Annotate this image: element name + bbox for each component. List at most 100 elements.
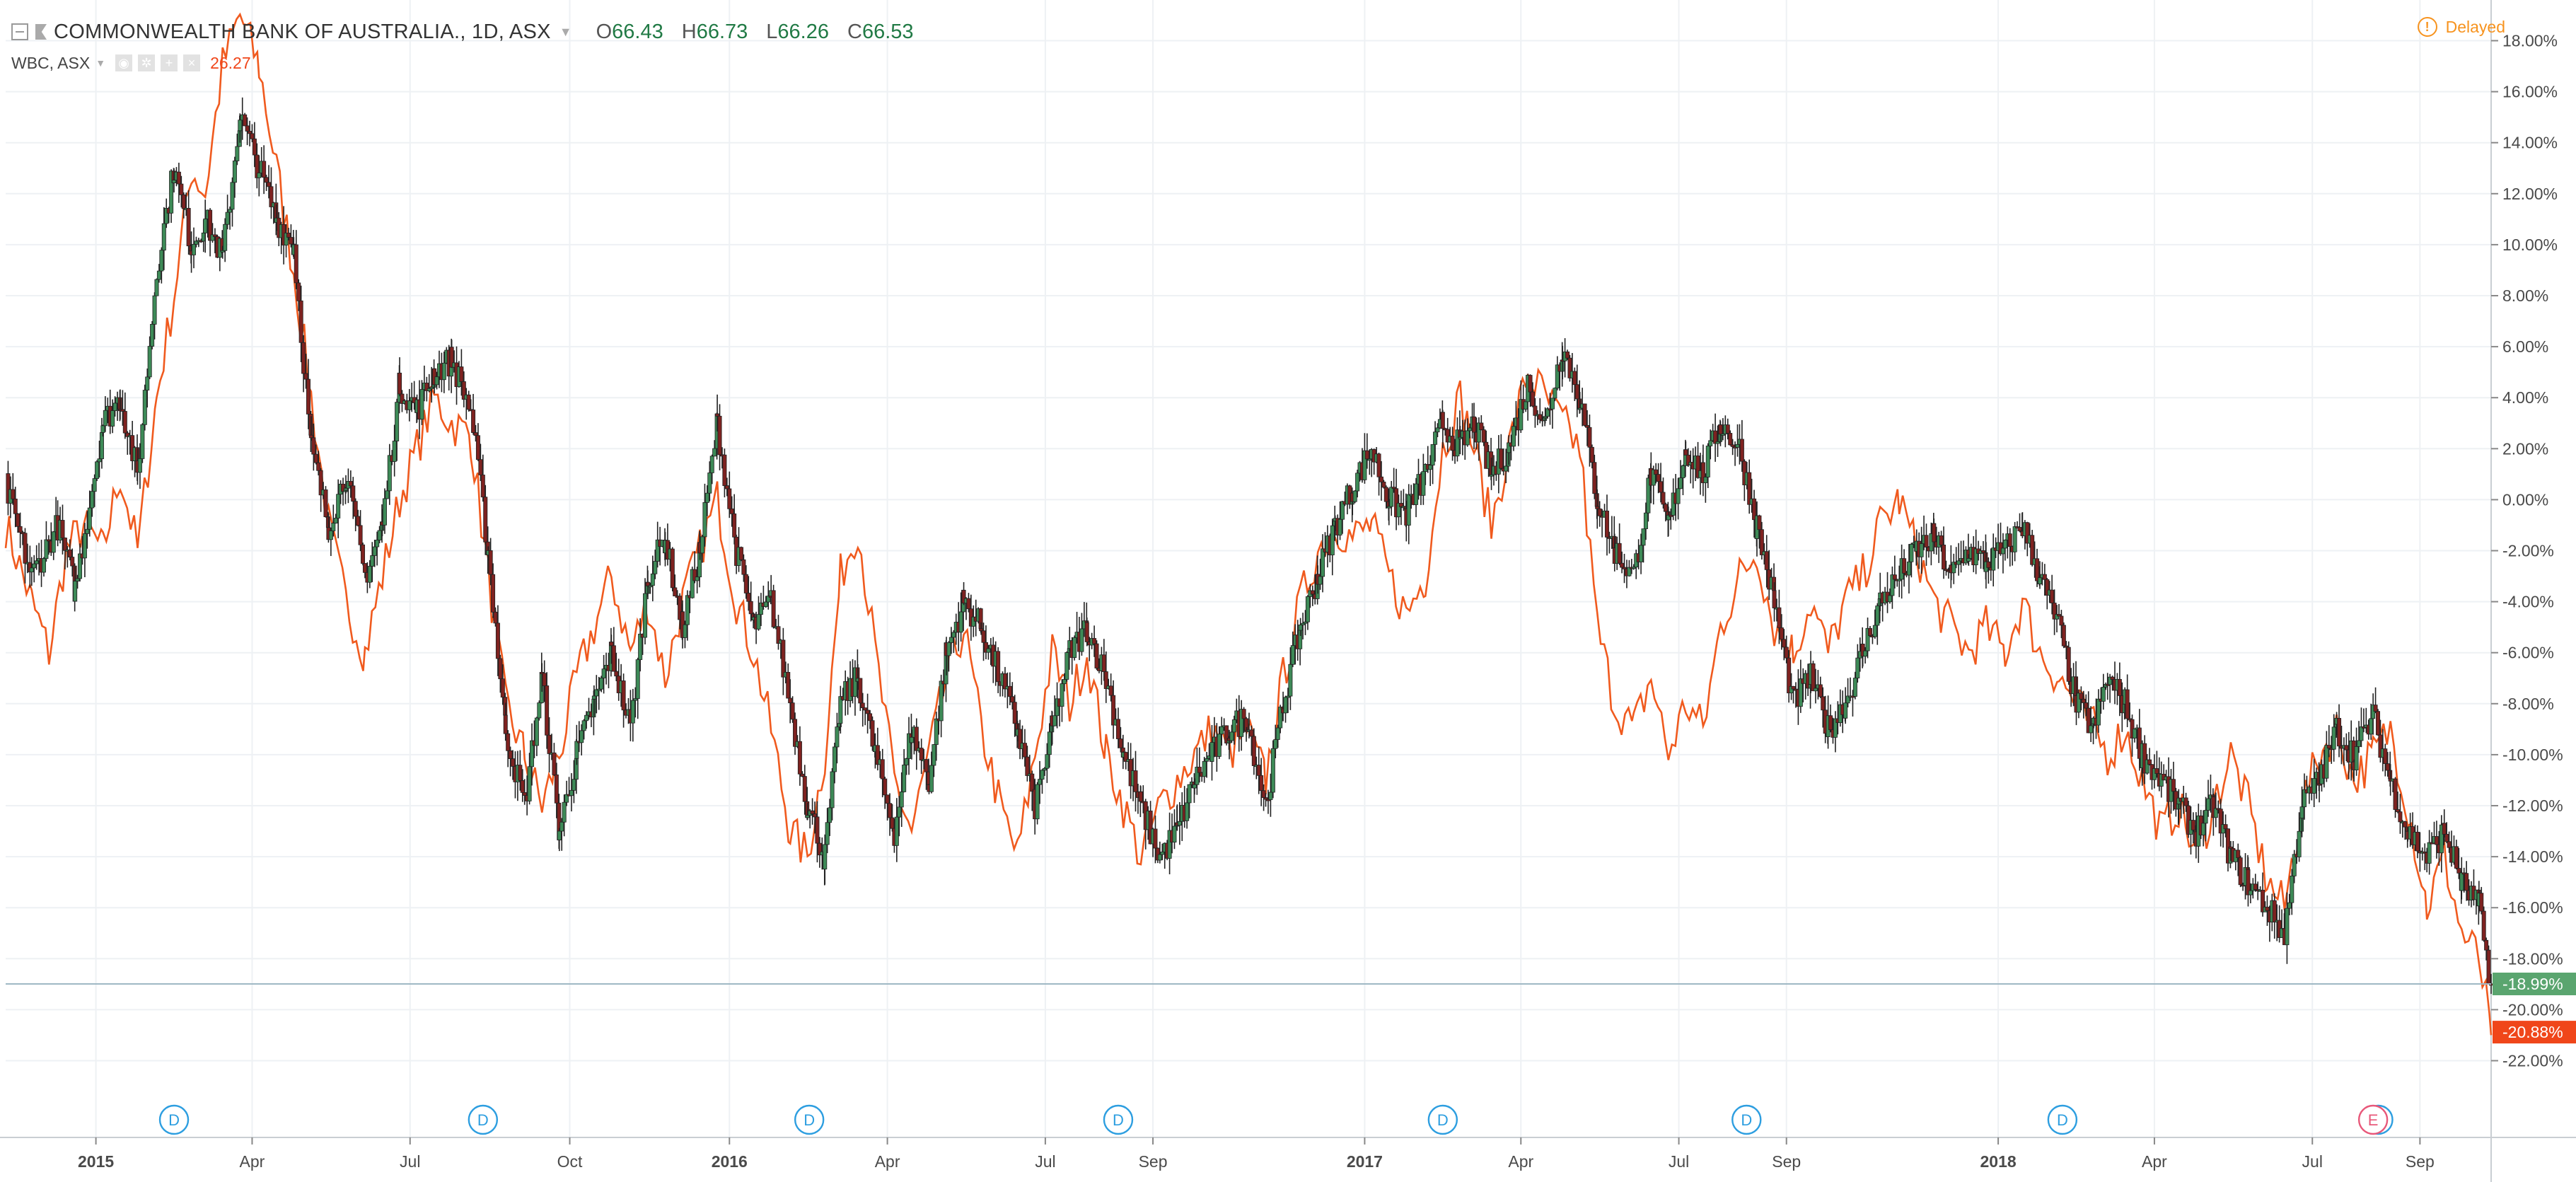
candle	[2376, 709, 2381, 736]
wbc-comparison-line	[4, 12, 2493, 1036]
candle	[1185, 788, 1190, 829]
candle	[2002, 539, 2007, 561]
candle	[2238, 855, 2243, 888]
candle	[1708, 429, 1713, 460]
candle	[2378, 719, 2383, 763]
collapse-icon[interactable]	[11, 23, 28, 40]
candle	[554, 763, 559, 818]
candle	[1973, 529, 1978, 574]
dividend-marker[interactable]: D	[158, 1104, 190, 1135]
candle	[2066, 641, 2071, 685]
candle	[387, 444, 392, 505]
candle	[1219, 717, 1224, 746]
settings-icon[interactable]: ✲	[138, 54, 156, 71]
event-label: D	[803, 1111, 815, 1129]
candle	[1060, 679, 1064, 722]
candle	[1524, 401, 1528, 412]
candle	[145, 368, 150, 408]
dividend-marker[interactable]: D	[1427, 1104, 1458, 1135]
delayed-label: Delayed	[2445, 17, 2505, 36]
candle	[284, 224, 289, 257]
candle	[569, 773, 574, 812]
candle	[2299, 786, 2304, 838]
add-icon[interactable]: +	[161, 54, 178, 71]
delayed-status[interactable]: ! Delayed	[2417, 17, 2505, 37]
candle	[1465, 418, 1470, 447]
eye-icon[interactable]: ◉	[115, 54, 133, 71]
time-tick-label: Apr	[2142, 1152, 2167, 1171]
candle	[596, 676, 601, 710]
candle	[41, 557, 46, 577]
candle	[545, 672, 550, 749]
candle	[1725, 418, 1730, 440]
price-tick-label: 12.00%	[2502, 185, 2558, 203]
candle	[1528, 374, 1533, 407]
candle	[1195, 747, 1200, 795]
candle	[75, 574, 80, 589]
candle	[2081, 690, 2086, 719]
dividend-marker[interactable]: D	[2047, 1104, 2078, 1135]
candle	[2297, 812, 2302, 862]
candle	[2206, 780, 2211, 817]
earnings-marker[interactable]: E	[2357, 1104, 2389, 1135]
candle	[2354, 727, 2359, 776]
candle	[828, 799, 832, 836]
candle	[1192, 778, 1197, 795]
compare-line	[4, 12, 2493, 1036]
candle	[1229, 724, 1234, 743]
candle	[1445, 417, 1450, 453]
candle	[1433, 421, 1438, 462]
candle	[650, 555, 655, 602]
candle	[830, 767, 835, 821]
candle	[427, 373, 431, 393]
candle	[835, 712, 840, 764]
candle	[23, 528, 28, 584]
candle	[140, 423, 145, 463]
candle	[611, 627, 616, 672]
candle	[695, 566, 700, 593]
candle	[400, 390, 405, 412]
dividend-marker[interactable]: D	[1731, 1104, 1762, 1135]
dividend-marker[interactable]: D	[468, 1104, 499, 1135]
candle	[1018, 719, 1023, 760]
candle	[262, 145, 267, 195]
candle	[1421, 453, 1426, 505]
candle	[377, 526, 382, 544]
price-tick-label: -8.00%	[2502, 695, 2554, 713]
candle	[766, 581, 771, 610]
price-tick-label: 4.00%	[2502, 388, 2548, 407]
candle	[1821, 687, 1826, 728]
candle	[929, 751, 934, 794]
candle	[1231, 715, 1236, 745]
candle	[1002, 666, 1007, 698]
candle	[2035, 548, 2040, 587]
candle	[356, 509, 361, 527]
candle	[1030, 770, 1035, 811]
candle	[370, 542, 375, 582]
candle	[621, 673, 626, 728]
candle	[1683, 441, 1688, 456]
candle	[434, 371, 439, 390]
dividend-marker[interactable]: D	[1103, 1104, 1134, 1135]
candle	[939, 674, 944, 738]
candle	[498, 654, 503, 693]
close-icon[interactable]: ×	[183, 54, 201, 71]
candle	[1811, 661, 1816, 692]
candle	[813, 801, 818, 834]
compare-symbol[interactable]: WBC, ASX	[11, 53, 91, 72]
candle	[1798, 659, 1803, 713]
dividend-marker[interactable]: D	[794, 1104, 825, 1135]
candle	[1035, 782, 1040, 825]
candle	[673, 574, 678, 596]
candle	[1595, 489, 1600, 529]
candle	[717, 404, 722, 470]
flag-icon[interactable]	[35, 24, 47, 40]
time-tick-label: Sep	[2406, 1152, 2435, 1171]
symbol-title[interactable]: COMMONWEALTH BANK OF AUSTRALIA., 1D, ASX	[54, 20, 551, 43]
candle	[1072, 635, 1077, 661]
candle	[2228, 841, 2233, 862]
chevron-down-icon[interactable]: ▼	[559, 24, 572, 39]
chevron-down-icon[interactable]: ▼	[95, 57, 106, 69]
candle	[367, 560, 372, 589]
